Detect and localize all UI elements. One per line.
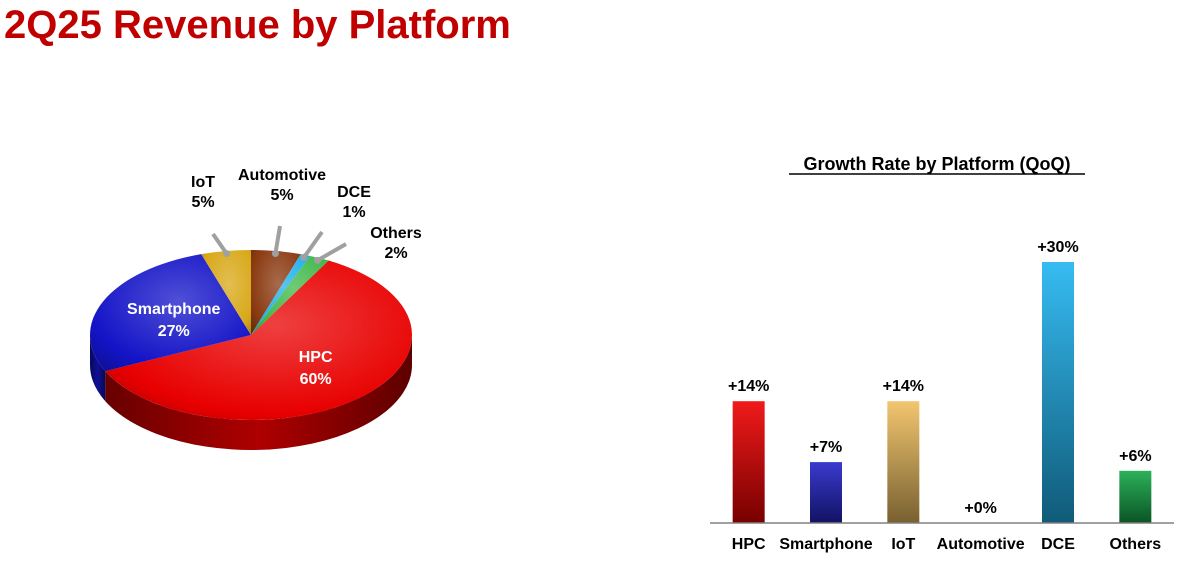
- x-tick-label: DCE: [1041, 536, 1075, 553]
- slice-label: Smartphone: [127, 301, 220, 318]
- slice-side: [90, 335, 106, 402]
- slice-label: Automotive: [238, 167, 326, 184]
- bar-value: +14%: [728, 378, 769, 395]
- leader-line: [273, 225, 282, 254]
- bar-value: +30%: [1037, 239, 1078, 256]
- leader-line: [211, 232, 229, 255]
- slice-side: [105, 335, 412, 450]
- slice-value: 5%: [191, 194, 214, 211]
- bar-value: +7%: [810, 439, 842, 456]
- leader-line: [302, 230, 324, 259]
- x-tick-label: HPC: [732, 536, 766, 553]
- bar-value: +14%: [883, 378, 924, 395]
- slice-value: 1%: [342, 204, 365, 221]
- slice: [201, 250, 251, 335]
- bar: [1042, 262, 1074, 523]
- slice: [251, 254, 311, 335]
- x-tick-label: Others: [1110, 536, 1162, 553]
- slice: [251, 255, 329, 335]
- bar-chart-title: Growth Rate by Platform (QoQ): [803, 154, 1070, 174]
- slice: [89, 254, 252, 372]
- slice-label: HPC: [299, 349, 333, 366]
- leader-line: [316, 242, 347, 263]
- x-tick-label: Automotive: [937, 536, 1025, 553]
- slice-value: 2%: [384, 245, 407, 262]
- slide-title: 2Q25 Revenue by Platform: [4, 3, 511, 47]
- leader-dot: [271, 250, 279, 258]
- slice-value: 5%: [270, 187, 293, 204]
- slice: [251, 250, 301, 335]
- bar-value: +6%: [1119, 448, 1151, 465]
- leader-dot: [300, 253, 308, 261]
- leader-dot: [313, 256, 321, 264]
- slice-label: Others: [370, 225, 422, 242]
- x-tick-label: IoT: [891, 536, 915, 553]
- bar-value: +0%: [964, 500, 996, 517]
- leader-dot: [223, 250, 231, 258]
- bar: [732, 401, 765, 523]
- slice-label: IoT: [191, 174, 215, 191]
- slice-value: 60%: [300, 371, 332, 388]
- slice-label: DCE: [337, 184, 371, 201]
- slice: [105, 260, 412, 421]
- bar: [887, 401, 920, 523]
- bar: [1119, 470, 1152, 523]
- x-tick-label: Smartphone: [779, 536, 872, 553]
- bar: [810, 462, 842, 523]
- slice-value: 27%: [158, 323, 190, 340]
